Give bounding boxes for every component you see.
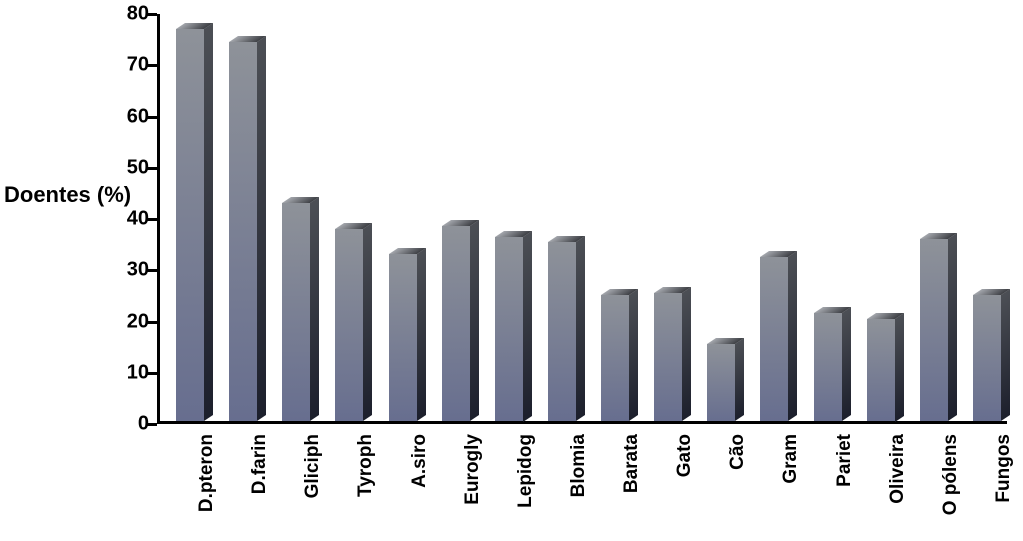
x-label: Blomia — [568, 434, 590, 497]
x-label: Eurogly — [462, 434, 484, 505]
y-tick-label: 10 — [109, 361, 149, 384]
bar-barata — [601, 289, 638, 421]
bar-eurogly — [442, 220, 479, 421]
y-tick-label: 30 — [109, 259, 149, 282]
bar-side — [895, 313, 904, 422]
bar-oliveira — [867, 313, 904, 422]
plot-area — [157, 14, 1007, 424]
bar-pariet — [814, 307, 851, 421]
bar-gram — [760, 251, 797, 421]
y-tick-label: 60 — [109, 105, 149, 128]
x-label: A.siro — [409, 434, 431, 488]
y-tick-label: 80 — [109, 3, 149, 26]
bar-c-o — [707, 338, 744, 421]
x-label: Gram — [780, 434, 802, 484]
y-axis-label: Doentes (%) — [4, 182, 131, 208]
y-tick-label: 0 — [109, 413, 149, 436]
bar-front — [867, 319, 895, 422]
bar-front — [176, 29, 204, 421]
bar-side — [257, 36, 266, 421]
bar-side — [576, 236, 585, 421]
x-label: Gliciph — [302, 434, 324, 498]
bar-front — [495, 237, 523, 422]
x-label: Fungos — [993, 434, 1015, 503]
x-label: D.pteron — [196, 434, 218, 512]
bar-d-farin — [229, 36, 266, 421]
bar-front — [335, 229, 363, 421]
bar-side — [470, 220, 479, 421]
bar-gliciph — [282, 197, 319, 421]
bar-side — [629, 289, 638, 421]
bar-a-siro — [389, 248, 426, 421]
bar-side — [417, 248, 426, 421]
bar-front — [973, 295, 1001, 421]
bar-d-pteron — [176, 23, 213, 421]
bar-front — [707, 344, 735, 421]
bar-gato — [654, 287, 691, 421]
bar-front — [760, 257, 788, 421]
bar-side — [1001, 289, 1010, 421]
x-label: Oliveira — [887, 434, 909, 504]
bar-side — [788, 251, 797, 421]
y-tick-label: 20 — [109, 310, 149, 333]
bar-blomia — [548, 236, 585, 421]
x-label: Cão — [727, 434, 749, 470]
bar-front — [442, 226, 470, 421]
bar-side — [310, 197, 319, 421]
y-tick-label: 50 — [109, 156, 149, 179]
x-label: Pariet — [834, 434, 856, 487]
bar-side — [948, 233, 957, 421]
x-label: Tyroph — [355, 434, 377, 497]
bar-tyroph — [335, 223, 372, 421]
bar-front — [548, 242, 576, 421]
x-label: Barata — [621, 434, 643, 493]
bar-front — [920, 239, 948, 421]
bar-o-p-lens — [920, 233, 957, 421]
bar-front — [282, 203, 310, 421]
bar-side — [735, 338, 744, 421]
bar-front — [389, 254, 417, 421]
bar-side — [842, 307, 851, 421]
chart-container: Doentes (%) 0 10 20 30 40 50 60 70 80 D.pteron D.… — [0, 0, 1023, 541]
bars-region — [160, 14, 1007, 421]
bar-side — [523, 231, 532, 422]
bar-front — [601, 295, 629, 421]
bar-front — [654, 293, 682, 421]
bar-lepidog — [495, 231, 532, 422]
bar-side — [204, 23, 213, 421]
x-label: O pólens — [940, 434, 962, 515]
bar-front — [814, 313, 842, 421]
y-tick-label: 40 — [109, 208, 149, 231]
x-label: D.farin — [249, 434, 271, 494]
bar-side — [682, 287, 691, 421]
bar-front — [229, 42, 257, 421]
x-label: Gato — [674, 434, 696, 477]
y-tick-label: 70 — [109, 54, 149, 77]
bar-fungos — [973, 289, 1010, 421]
x-label: Lepidog — [515, 434, 537, 508]
bar-side — [363, 223, 372, 421]
